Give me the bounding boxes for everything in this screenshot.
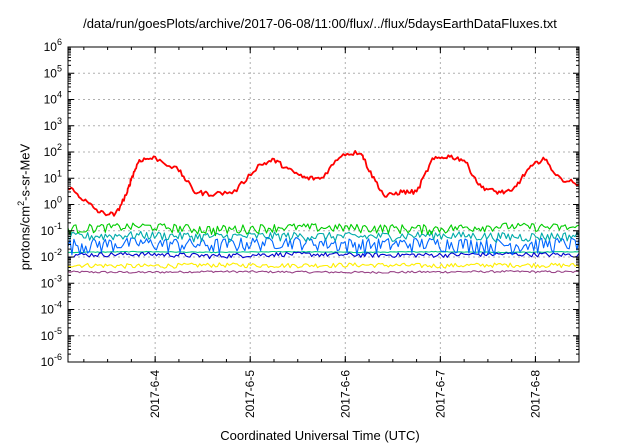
y-tick-label: 10-5	[41, 326, 62, 343]
series-line	[67, 270, 580, 274]
y-tick-label: 103	[44, 116, 62, 133]
grid-lines	[68, 46, 579, 363]
y-tick-label: 10-6	[41, 352, 62, 369]
series-line	[67, 150, 580, 217]
series-line	[67, 250, 580, 254]
series-line	[67, 230, 580, 243]
series-line	[67, 262, 580, 269]
x-tick-label: 2017-6-4	[148, 370, 162, 418]
y-tick-label: 101	[44, 168, 62, 185]
x-tick-label: 2017-6-8	[528, 370, 542, 418]
series-line	[67, 251, 580, 260]
x-tick-label: 2017-6-5	[243, 370, 257, 418]
series-layer	[67, 150, 580, 274]
x-tick-label: 2017-6-7	[433, 370, 447, 418]
series-line	[67, 222, 580, 237]
y-tick-label: 10-4	[41, 300, 62, 317]
y-tick-label: 104	[44, 90, 62, 107]
y-tick-label: 10-2	[41, 247, 62, 264]
x-axis-label: Coordinated Universal Time (UTC)	[220, 428, 420, 443]
axis-ticks: 106 105 104 103 102 101 100 10-1 10-2 10-3 10-4 10-…	[41, 37, 579, 418]
x-tick-label: 2017-6-6	[338, 370, 352, 418]
y-tick-label: 105	[44, 63, 62, 80]
y-tick-label: 106	[44, 37, 62, 54]
series-line	[67, 236, 580, 256]
y-tick-label: 100	[44, 195, 62, 212]
chart-title: /data/run/goesPlots/archive/2017-06-08/1…	[83, 16, 557, 31]
y-tick-label: 10-1	[41, 221, 62, 238]
y-tick-label: 102	[44, 142, 62, 159]
y-tick-label: 10-3	[41, 273, 62, 290]
